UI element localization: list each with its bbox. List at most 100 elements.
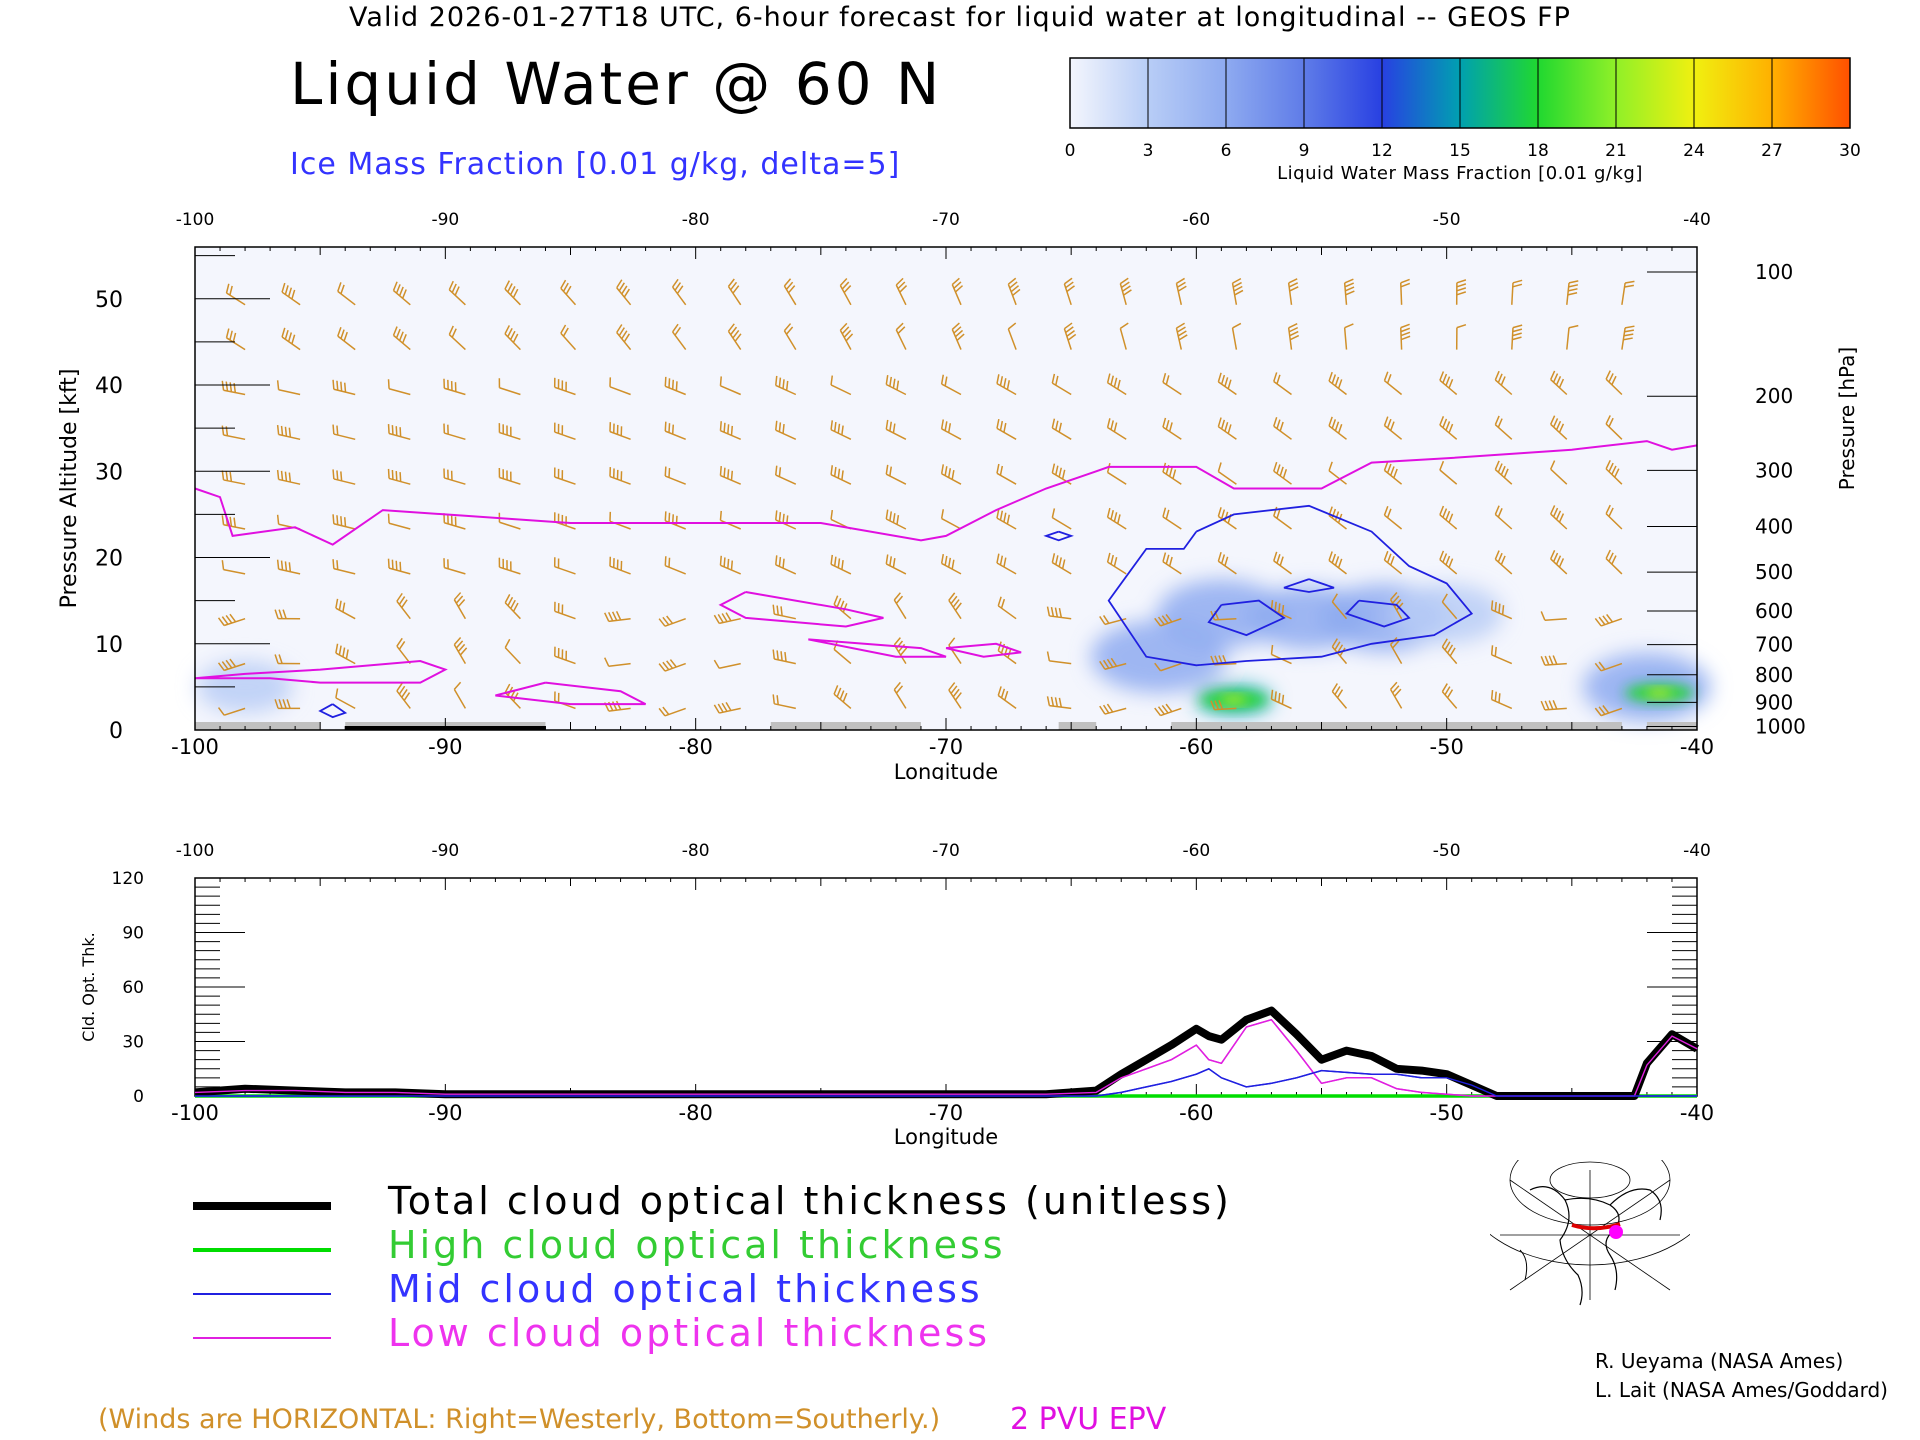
wind-barb (719, 466, 741, 485)
ice-contour (1344, 599, 1411, 628)
bottom-longitude-label: -70 (929, 1101, 963, 1125)
wind-barb (775, 465, 797, 485)
wind-barb (453, 636, 468, 664)
epv-label: 2 PVU EPV (1010, 1402, 1167, 1437)
pressure-tick-label: 100 (1755, 260, 1793, 284)
pressure-tick-label: 200 (1755, 384, 1793, 408)
wind-barb (553, 377, 576, 396)
wind-barb (1540, 611, 1567, 621)
wind-barb (1119, 322, 1129, 350)
colorbar-tick-label: 18 (1527, 141, 1549, 161)
wind-barb (1331, 638, 1348, 665)
wind-barb (281, 327, 301, 351)
liquid-water-blob (1390, 583, 1503, 644)
wind-barb (1383, 550, 1403, 575)
wind-barb (1328, 551, 1347, 575)
wind-barb (1494, 550, 1513, 575)
bottom-longitude-label: -50 (1430, 1101, 1464, 1125)
pressure-tick-label: 900 (1755, 690, 1793, 714)
wind-barb (554, 646, 576, 665)
bottom-longitude-label: -60 (1179, 1101, 1213, 1125)
ice-contour (1043, 530, 1074, 542)
wind-barb (830, 375, 852, 396)
wind-barb (335, 688, 356, 710)
wind-barb (1007, 322, 1017, 350)
wind-barb (1046, 651, 1072, 665)
ot-y-tick-label: 30 (122, 1033, 144, 1053)
wind-barb (885, 419, 907, 440)
wind-barb (1605, 549, 1623, 575)
wind-barb (885, 464, 907, 485)
wind-barb (504, 325, 521, 351)
cloud-optical-thickness-chart: -100 -100 -90 -90 -80 -80 -70 -70 -60 -60 -50 -50 -4… (79, 841, 1714, 1149)
wind-barb (443, 423, 466, 441)
wind-barb (276, 425, 301, 441)
wind-barb (217, 658, 246, 672)
wind-barb (713, 701, 741, 714)
wind-barb (560, 279, 577, 306)
wind-barb (553, 422, 576, 441)
wind-barb (1106, 418, 1127, 440)
wind-barb (1621, 280, 1635, 305)
pressure-tick-label: 800 (1755, 663, 1793, 687)
wind-barb (1441, 593, 1458, 620)
y-axis-label: Cld. Opt. Thk. (79, 932, 98, 1041)
wind-barb (772, 649, 796, 665)
wind-barb (940, 419, 962, 440)
wind-barb (1594, 614, 1623, 627)
bottom-longitude-label: -40 (1680, 1101, 1714, 1125)
wind-barb (337, 326, 356, 351)
colorbar-tick-label: 12 (1371, 141, 1393, 161)
wind-barb (658, 615, 686, 627)
ot-series-line (194, 1006, 1700, 1100)
wind-barb (1490, 690, 1513, 710)
wind-barb (672, 323, 687, 351)
wind-barb (616, 279, 632, 306)
wind-barb (1400, 323, 1411, 350)
wind-barb (839, 278, 852, 306)
wind-barb (387, 513, 411, 530)
legend-label: Total cloud optical thickness (unitless) (388, 1179, 1232, 1223)
wind-barb (1063, 322, 1077, 350)
surface-terrain (195, 722, 321, 730)
wind-barb (1540, 655, 1567, 666)
wind-barb (1162, 372, 1182, 396)
wind-barb (783, 278, 797, 306)
wind-barb (772, 604, 796, 620)
wind-barb (609, 467, 631, 485)
legend-swatch (193, 1202, 331, 1210)
wind-barb (893, 681, 907, 709)
wind-barb (996, 374, 1017, 396)
wind-barb (1566, 324, 1579, 350)
colorbar-tick-label: 0 (1064, 141, 1076, 161)
valid-time-line: Valid 2026-01-27T18 UTC, 6-hour forecast… (349, 2, 1571, 33)
wind-barb (885, 554, 907, 575)
wind-barb (553, 557, 576, 575)
wind-barb (335, 598, 356, 620)
wind-barb (387, 379, 411, 396)
wind-barb (1455, 323, 1467, 350)
wind-barb (1328, 461, 1347, 485)
epv-contour (718, 591, 884, 628)
wind-barb (1389, 681, 1403, 709)
wind-barb (443, 558, 466, 575)
wind-barb (775, 555, 797, 575)
wind-barb (225, 328, 246, 351)
y-axis-label-left: Pressure Altitude [kft] (57, 369, 82, 609)
wind-barb (830, 465, 852, 485)
ice-contour (318, 703, 348, 719)
wind-barb (1494, 505, 1513, 530)
pressure-tick-label: 500 (1755, 560, 1793, 584)
wind-barb (332, 379, 356, 396)
pressure-tick-label: 400 (1755, 514, 1793, 538)
top-longitude-label: -70 (932, 841, 960, 861)
wind-barb (604, 611, 631, 623)
wind-barb (996, 553, 1017, 575)
wind-barb (396, 637, 411, 665)
top-longitude-label: -60 (1182, 841, 1210, 861)
wind-barb (448, 325, 466, 351)
wind-barb (1154, 703, 1182, 717)
top-longitude-label: -80 (682, 841, 710, 861)
wind-barb (1455, 279, 1467, 305)
wind-barb (1099, 657, 1127, 670)
